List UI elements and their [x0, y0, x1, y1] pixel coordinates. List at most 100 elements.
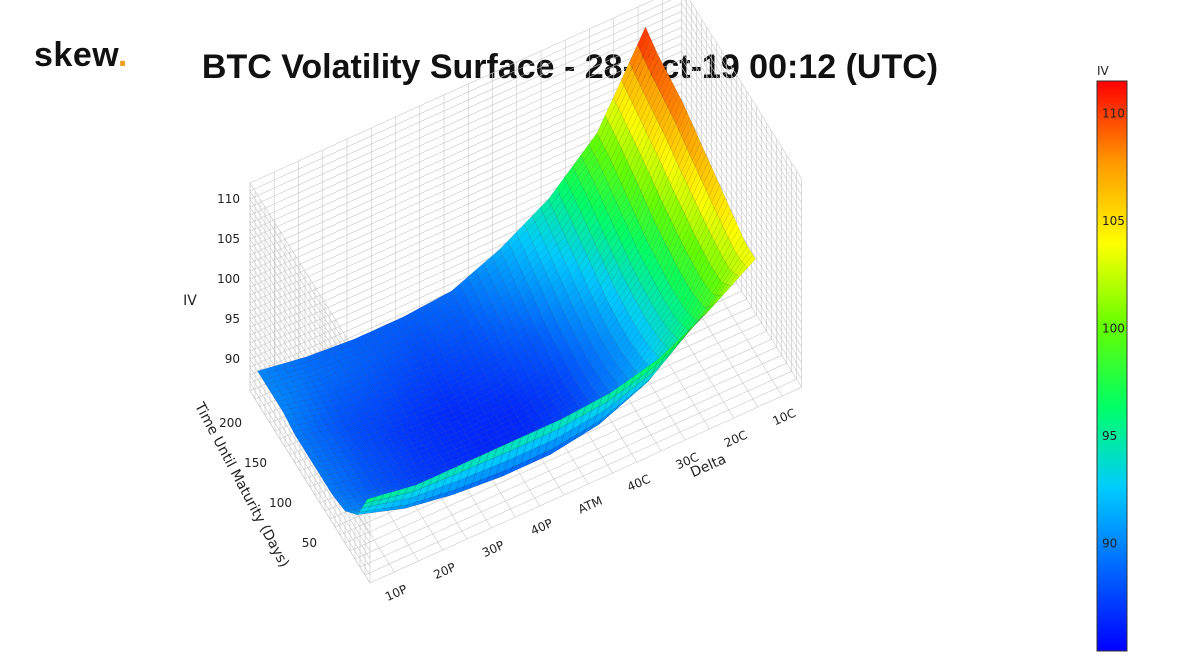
left-wall-grid-line [249, 366, 371, 560]
colorbar-title: IV [1097, 64, 1110, 78]
surface-patch [639, 32, 652, 58]
back-wall-grid-line [249, 66, 682, 264]
logo-text: skew [34, 36, 118, 74]
right-wall-grid-line [681, 35, 802, 228]
chart-title: BTC Volatility Surface - 28-Oct-19 00:12… [201, 48, 939, 86]
surface-patch [672, 99, 685, 125]
days-tick-label: 200 [219, 416, 242, 430]
back-wall-grid-line [249, 26, 682, 224]
surface-patch [700, 160, 712, 185]
back-wall-grid-line [249, 42, 682, 240]
right-wall-grid-line [681, 59, 802, 252]
surface-patch [730, 227, 743, 249]
logo-dot: . [117, 36, 128, 74]
days-tick-label: 100 [269, 496, 292, 510]
iv-tick-label: 105 [217, 232, 240, 246]
surface-patch [722, 209, 734, 233]
back-wall-grid-line [249, 0, 672, 192]
surface-patch [719, 203, 732, 227]
delta-tick-label: ATM [576, 494, 605, 517]
surface-patch [711, 184, 723, 209]
surface-patch [708, 178, 721, 203]
surface-patch [714, 191, 726, 215]
surface-patch [637, 26, 649, 52]
back-wall-grid-line [249, 58, 682, 256]
right-wall-grid-line [681, 75, 802, 268]
back-wall-grid-line [249, 34, 682, 232]
floor-grid-line [349, 354, 782, 552]
right-wall-grid-line [681, 51, 802, 244]
surface-patch [725, 215, 737, 238]
iv-axis-label: IV [183, 293, 197, 309]
surface-patch [733, 234, 745, 255]
surface-patch [686, 129, 699, 155]
surface-patch [661, 78, 674, 103]
left-wall-grid-line [249, 382, 371, 576]
surface-patch [736, 240, 748, 259]
surface-patch [705, 172, 718, 197]
delta-tick-label: 10P [383, 582, 409, 604]
surface-mesh [257, 26, 756, 515]
right-wall-grid-line [681, 83, 802, 276]
right-wall-grid-line [681, 3, 802, 196]
delta-tick-label: 10C [771, 406, 798, 428]
surface-patch [650, 56, 663, 81]
right-wall-grid-line [681, 11, 802, 204]
days-tick-label: 150 [244, 456, 267, 470]
delta-tick-label: 30P [480, 538, 506, 560]
right-wall-grid-line [684, 0, 802, 188]
left-wall-grid-line [249, 390, 371, 584]
surface-patch [741, 249, 754, 266]
colorbar-tick-label: 110 [1102, 106, 1125, 120]
surface-patch [659, 72, 671, 97]
right-wall-grid-line [681, 67, 802, 260]
iv-tick-label: 110 [217, 192, 240, 206]
surface-patch [653, 62, 666, 86]
iv-tick-label: 90 [225, 352, 240, 366]
surface-patch [697, 154, 710, 179]
surface-patch [667, 88, 679, 113]
colorbar-tick-label: 90 [1102, 536, 1117, 550]
surface-patch [683, 123, 696, 149]
colorbar-tick-label: 105 [1102, 214, 1125, 228]
colorbar-tick-label: 100 [1102, 321, 1125, 335]
surface-patch [645, 45, 657, 70]
surface-patch [648, 51, 660, 75]
colorbar-bar [1096, 80, 1128, 652]
surface-patch [689, 135, 701, 161]
surface-patch [716, 197, 729, 221]
right-wall-grid-line [681, 107, 802, 300]
surface-patch [664, 83, 677, 108]
floor-grid-line [369, 386, 802, 584]
iv-tick-label: 100 [217, 272, 240, 286]
left-wall-grid-line [249, 374, 371, 568]
days-tick-label: 50 [302, 536, 317, 550]
surface-patch [670, 93, 682, 119]
floor-grid-line [364, 378, 797, 576]
surface-patch [738, 245, 751, 262]
surface-patch [703, 166, 715, 191]
delta-tick-label: 20P [432, 560, 458, 582]
skew-logo: skew. [34, 36, 128, 75]
back-wall-grid-line [249, 10, 682, 208]
surface-patch [727, 221, 740, 244]
colorbar: IV 90 95 100 105 110 [1096, 64, 1128, 652]
back-wall-grid-line [249, 0, 655, 184]
iv-tick-label: 95 [225, 312, 240, 326]
surface-patch [744, 254, 756, 269]
right-wall-grid-line [681, 91, 802, 284]
delta-tick-label: 40P [529, 516, 555, 538]
surface-patch [681, 117, 693, 143]
surface-patch [694, 147, 707, 173]
right-wall-grid-line [681, 43, 802, 236]
surface-patch [678, 110, 690, 137]
back-wall-grid-line [249, 50, 682, 248]
colorbar-tick-label: 95 [1102, 429, 1117, 443]
delta-tick-label: 20C [722, 428, 749, 450]
right-wall-grid-line [681, 99, 802, 292]
floor-grid-line [354, 362, 787, 560]
surface-patch [656, 67, 668, 92]
surface-patch [692, 141, 704, 167]
floor-grid-line [359, 370, 792, 568]
